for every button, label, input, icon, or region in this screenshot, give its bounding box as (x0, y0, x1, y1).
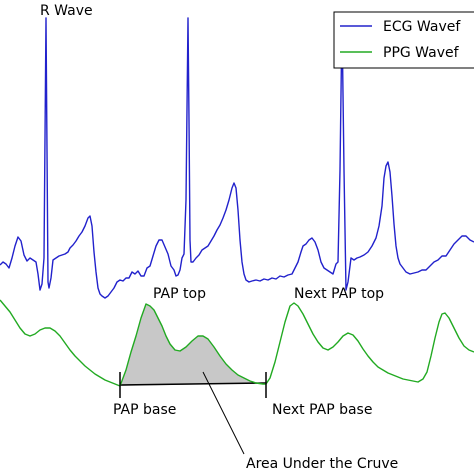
legend-box (333, 11, 474, 69)
area-under-curve-fill (120, 304, 266, 386)
r-wave-label: R Wave (40, 3, 93, 19)
series-line-ecg (0, 17, 474, 299)
legend-label-ecg: ECG Wavef (383, 19, 461, 35)
legend: ECG Wavef PPG Wavef (333, 11, 474, 69)
legend-label-ppg: PPG Wavef (383, 45, 460, 61)
area-baseline (119, 382, 267, 386)
series-line-ppg (0, 299, 474, 387)
area-annotation-pointer (202, 371, 245, 455)
area-under-curve-label: Area Under the Cruve (246, 456, 398, 472)
next-pap-top-label: Next PAP top (294, 286, 384, 302)
pap-base-label: PAP base (113, 402, 176, 418)
next-pap-base-label: Next PAP base (272, 402, 372, 418)
pap-top-label: PAP top (153, 286, 206, 302)
